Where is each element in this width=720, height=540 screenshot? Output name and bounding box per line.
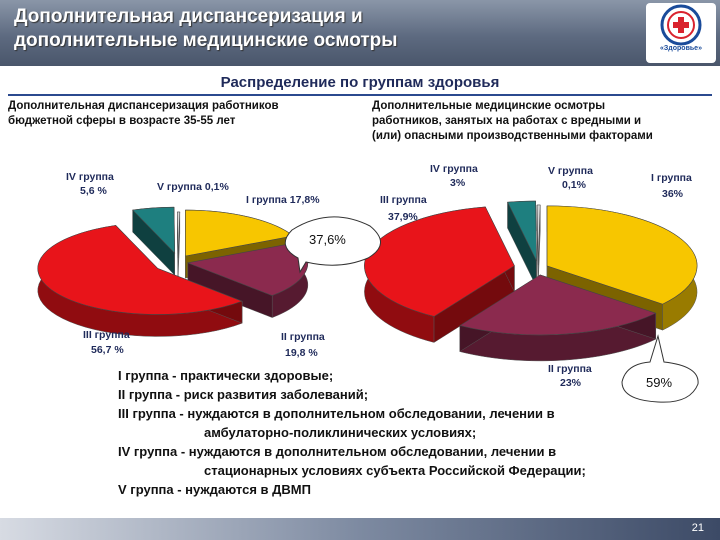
right-chart-heading: Дополнительные медицинские осмотры работ…: [372, 99, 718, 144]
health-groups-legend: I группа - практически здоровые; II груп…: [118, 366, 586, 499]
pie-slice-group5: [176, 211, 181, 259]
legend-line-group4-cont: стационарных условиях субъекта Российско…: [204, 463, 586, 478]
pie-slice-group1: [185, 209, 295, 257]
right-label-group2-name: II группа: [548, 363, 592, 375]
pie-slice-group3: [37, 225, 243, 315]
left-label-group4-name: IV группа: [66, 171, 114, 183]
legend-line-group2: II группа - риск развития заболеваний;: [118, 387, 369, 402]
subtitle-divider: [8, 94, 712, 96]
right-label-group4-name: IV группа: [430, 163, 478, 175]
left-pie-chart: [37, 206, 309, 337]
right-label-group1-value: 36%: [662, 188, 684, 200]
right-label-group1-name: I группа: [651, 172, 692, 184]
pie-slice-group4: [507, 200, 537, 262]
footer-bar: 21: [0, 518, 720, 540]
legend-line-group3-cont: амбулаторно-поликлинических условиях;: [204, 425, 477, 440]
logo-emblem-icon: [660, 4, 702, 46]
left-label-group5: V группа 0,1%: [157, 181, 229, 193]
right-heading-line-3: (или) опасными производственными фактора…: [372, 130, 653, 142]
left-label-group2-name: II группа: [281, 331, 325, 343]
left-heading-line-1: Дополнительная диспансеризация работнико…: [8, 100, 279, 112]
right-label-group3-name: III группа: [380, 194, 427, 206]
right-label-group3-value: 37,9%: [388, 211, 418, 223]
page-number: 21: [691, 522, 704, 534]
right-label-group4-value: 3%: [450, 177, 466, 189]
right-pie-chart: [364, 200, 698, 362]
left-heading-line-2: бюджетной сферы в возрасте 35-55 лет: [8, 115, 236, 127]
left-callout-text: 37,6%: [309, 232, 346, 247]
left-callout-bubble: [284, 216, 381, 274]
legend-line-group3: III группа - нуждаются в дополнительном …: [118, 406, 555, 421]
left-label-group4-value: 5,6 %: [80, 185, 108, 197]
logo-caption: «Здоровье»: [660, 45, 702, 52]
right-heading-line-2: работников, занятых на работах с вредным…: [372, 115, 642, 127]
right-label-group5-value: 0,1%: [562, 179, 587, 191]
legend-line-group1: I группа - практически здоровые;: [118, 368, 334, 383]
left-label-group3-name: III группа: [83, 329, 130, 341]
title-line-1: Дополнительная диспансеризация и: [14, 6, 363, 27]
left-label-group2-value: 19,8 %: [285, 347, 318, 359]
right-heading-line-1: Дополнительные медицинские осмотры: [372, 100, 606, 112]
right-label-group5-name: V группа: [548, 165, 593, 177]
pie-slice-group4: [132, 206, 176, 254]
zdorovye-logo: «Здоровье»: [646, 3, 716, 63]
pie-slice-group2: [459, 274, 657, 336]
right-callout-text: 59%: [646, 375, 672, 390]
legend-line-group5: V группа - нуждаются в ДВМП: [118, 482, 311, 497]
legend-line-group4: IV группа - нуждаются в дополнительном о…: [118, 444, 557, 459]
page-title: Дополнительная диспансеризация и дополни…: [14, 5, 614, 53]
right-callout-bubble: [621, 334, 699, 403]
header-banner: Дополнительная диспансеризация и дополни…: [0, 0, 720, 66]
pie-slice-group1: [546, 205, 698, 305]
left-chart-heading: Дополнительная диспансеризация работнико…: [8, 99, 358, 129]
pie-slice-group5: [536, 204, 541, 266]
left-label-group1: I группа 17,8%: [246, 194, 320, 206]
title-line-2: дополнительные медицинские осмотры: [14, 30, 398, 51]
left-label-group3-value: 56,7 %: [91, 344, 124, 356]
chart-subtitle: Распределение по группам здоровья: [220, 74, 500, 91]
right-label-group2-value: 23%: [560, 377, 582, 389]
